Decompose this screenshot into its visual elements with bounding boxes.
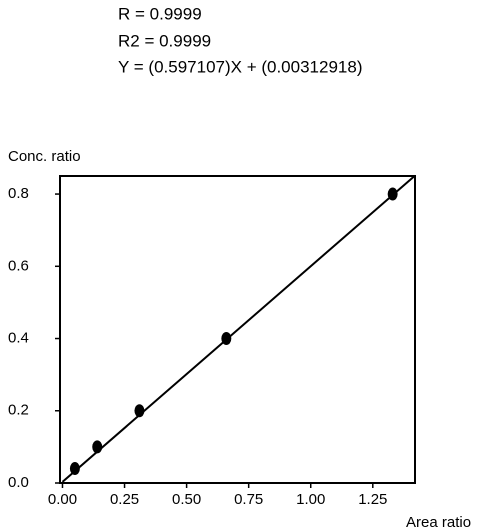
fit-line [61, 174, 416, 483]
point [92, 440, 103, 454]
x-tick-label: 0.75 [234, 491, 263, 508]
y-tick-label: 0.8 [8, 185, 29, 202]
point [387, 187, 398, 201]
x-tick-label: 1.25 [358, 491, 387, 508]
annotation: Y = (0.597107)X + (0.00312918) [118, 57, 362, 76]
point [69, 462, 80, 476]
x-tick-label: 1.00 [296, 491, 325, 508]
x-tick-label: 0.00 [48, 491, 77, 508]
point [221, 332, 232, 346]
y-tick-label: 0.2 [8, 402, 29, 419]
x-axis-label: Area ratio [406, 514, 471, 531]
y-tick-label: 0.6 [8, 257, 29, 274]
y-tick-label: 0.4 [8, 329, 29, 346]
annotation: R = 0.9999 [118, 4, 202, 23]
point [134, 404, 145, 418]
y-axis-label: Conc. ratio [8, 148, 81, 165]
y-tick-label: 0.0 [8, 474, 29, 491]
x-tick-label: 0.50 [172, 491, 201, 508]
plot-frame [59, 175, 416, 484]
x-tick-label: 0.25 [110, 491, 139, 508]
annotation: R2 = 0.9999 [118, 31, 211, 50]
